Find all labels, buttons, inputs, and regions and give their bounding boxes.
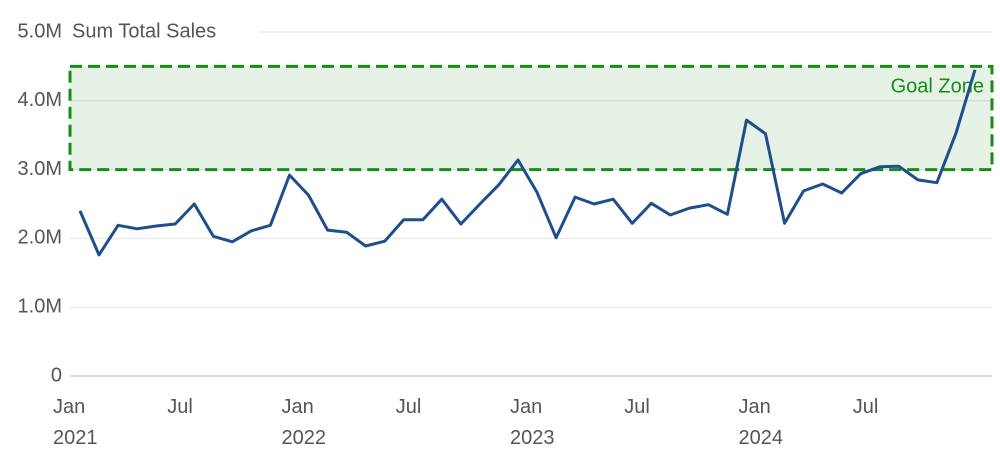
x-tick-label: Jan 2022: [281, 396, 327, 449]
x-tick-label: Jan 2024: [738, 396, 784, 449]
y-tick-label: 1.0M: [18, 295, 62, 317]
x-tick-label: Jan 2021: [53, 396, 98, 449]
goal-zone: [68, 64, 994, 172]
data-line: [78, 69, 977, 257]
x-tick-label: Jul: [395, 396, 422, 418]
x-tick-label: Jul: [624, 396, 650, 418]
y-axis-title: Sum Total Sales: [72, 20, 216, 42]
y-tick-label: 4.0M: [18, 89, 62, 111]
x-tick-label: Jul: [852, 396, 879, 418]
x-tick-label: Jan 2023: [510, 396, 555, 449]
goal-zone-label: Goal Zone: [891, 76, 984, 98]
y-tick-label: 2.0M: [18, 227, 62, 249]
y-tick-label: 0: [51, 364, 62, 386]
y-tick-label: 3.0M: [18, 158, 62, 180]
y-tick-label: 5.0M: [18, 20, 62, 42]
x-tick-label: Jul: [167, 396, 193, 418]
